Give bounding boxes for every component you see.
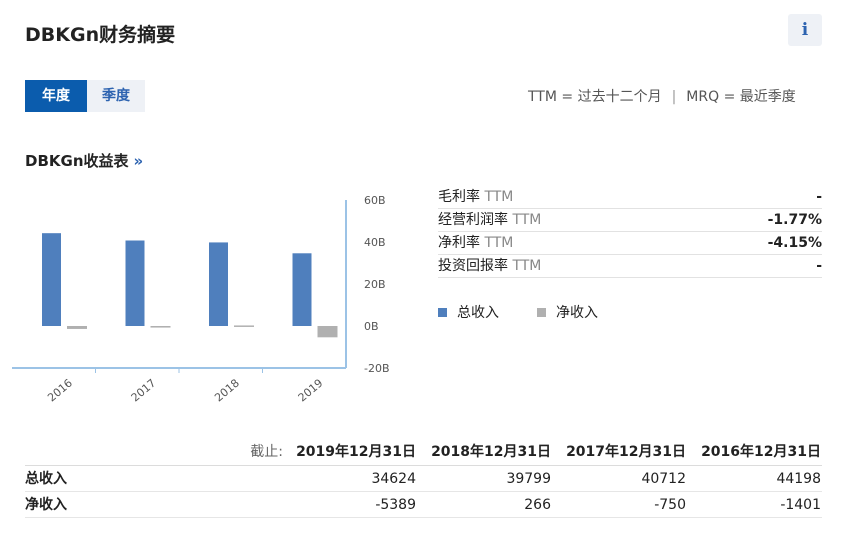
income-statement-link[interactable]: DBKGn收益表» — [25, 150, 143, 171]
page-title: DBKGn财务摘要 — [25, 24, 176, 46]
table-cell: 40712 — [641, 471, 686, 487]
metric-row: 净利率 TTM -4.15% — [438, 232, 822, 255]
margin-metrics: 毛利率 TTM - 经营利润率 TTM -1.77% 净利率 TTM -4.15% 投资回报… — [438, 186, 822, 278]
bar-revenue — [209, 242, 228, 326]
row-label: 净收入 — [25, 497, 67, 513]
metric-label: 投资回报率 TTM — [438, 258, 542, 274]
metric-row: 经营利润率 TTM -1.77% — [438, 209, 822, 232]
row-label: 总收入 — [25, 471, 67, 487]
bar-net-income — [234, 325, 254, 327]
quarterly-tab[interactable]: 季度 — [87, 80, 145, 112]
legend-swatch-net-income — [537, 307, 546, 317]
ttm-mrq-legend: TTM = 过去十二个月 | MRQ = 最近季度 — [528, 89, 796, 105]
metric-label: 毛利率 TTM — [438, 189, 514, 205]
chevron-right-icon: » — [133, 152, 144, 170]
x-tick-label: 2019 — [296, 376, 326, 404]
legend-label-revenue: 总收入 — [457, 305, 499, 321]
info-icon[interactable]: i — [788, 14, 822, 46]
mrq-legend-text: MRQ = 最近季度 — [686, 89, 796, 105]
column-header: 2017年12月31日 — [566, 444, 686, 460]
table-header: 截止: 2019年12月31日 2018年12月31日 2017年12月31日 … — [25, 440, 822, 466]
x-tick-label: 2016 — [45, 376, 75, 404]
as-of-label: 截止: — [250, 444, 283, 460]
table-cell: -5389 — [375, 497, 416, 513]
table-cell: 34624 — [371, 471, 416, 487]
table-row: 总收入 34624 39799 40712 44198 — [25, 466, 822, 492]
ttm-legend-text: TTM = 过去十二个月 — [528, 89, 662, 105]
table-cell: 39799 — [506, 471, 551, 487]
legend-swatch-revenue — [438, 307, 447, 317]
y-tick-label: 0B — [364, 320, 379, 333]
legend-label-net-income: 净收入 — [556, 305, 598, 321]
x-tick-label: 2018 — [212, 376, 242, 404]
annual-tab[interactable]: 年度 — [25, 80, 87, 112]
table-cell: -750 — [654, 497, 686, 513]
income-statement-title: DBKGn收益表 — [25, 152, 129, 170]
table-cell: 44198 — [776, 471, 821, 487]
y-tick-label: 40B — [364, 236, 386, 249]
metric-label: 净利率 TTM — [438, 235, 514, 251]
column-header: 2018年12月31日 — [431, 444, 551, 460]
bar-net-income — [150, 326, 171, 328]
column-header: 2019年12月31日 — [296, 444, 416, 460]
income-table: 截止: 2019年12月31日 2018年12月31日 2017年12月31日 … — [25, 440, 822, 518]
y-tick-label: 20B — [364, 278, 386, 291]
column-header: 2016年12月31日 — [701, 444, 821, 460]
metric-value: -4.15% — [767, 235, 822, 251]
metric-row: 毛利率 TTM - — [438, 186, 822, 209]
period-toggle: 年度 季度 — [25, 80, 145, 112]
metric-value: -1.77% — [767, 212, 822, 228]
x-tick-label: 2017 — [129, 376, 159, 404]
bar-net-income — [317, 326, 338, 338]
table-cell: -1401 — [780, 497, 821, 513]
legend-item-revenue: 总收入 — [438, 302, 499, 322]
bar-revenue — [42, 233, 61, 326]
metric-value: - — [816, 189, 822, 205]
income-bar-chart: 60B 40B 20B 0B -20B 2016 2017 2018 2019 — [12, 194, 390, 404]
bar-revenue — [292, 253, 312, 326]
chart-legend: 总收入 净收入 — [438, 302, 636, 322]
y-tick-label: -20B — [364, 362, 390, 375]
table-row: 净收入 -5389 266 -750 -1401 — [25, 492, 822, 518]
bar-revenue — [125, 240, 145, 326]
legend-item-net-income: 净收入 — [537, 302, 598, 322]
metric-row: 投资回报率 TTM - — [438, 255, 822, 278]
metric-value: - — [816, 258, 822, 274]
table-cell: 266 — [524, 497, 551, 513]
bar-net-income — [67, 326, 87, 329]
metric-label: 经营利润率 TTM — [438, 212, 542, 228]
y-tick-label: 60B — [364, 194, 386, 207]
